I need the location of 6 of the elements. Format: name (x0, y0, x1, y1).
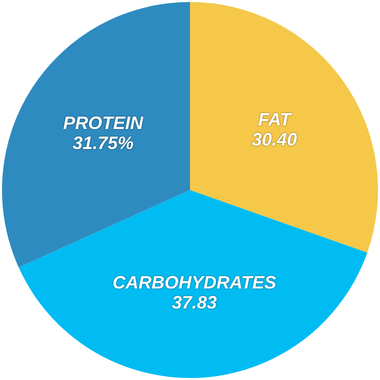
slice-label: CARBOHYDRATES (112, 272, 276, 292)
slice-label: PROTEIN (63, 112, 144, 133)
data-label: 37.83 (172, 292, 217, 312)
slice-label: FAT (258, 109, 293, 130)
data-label: 30.40 (252, 129, 297, 150)
data-label: 31.75% (72, 132, 134, 153)
